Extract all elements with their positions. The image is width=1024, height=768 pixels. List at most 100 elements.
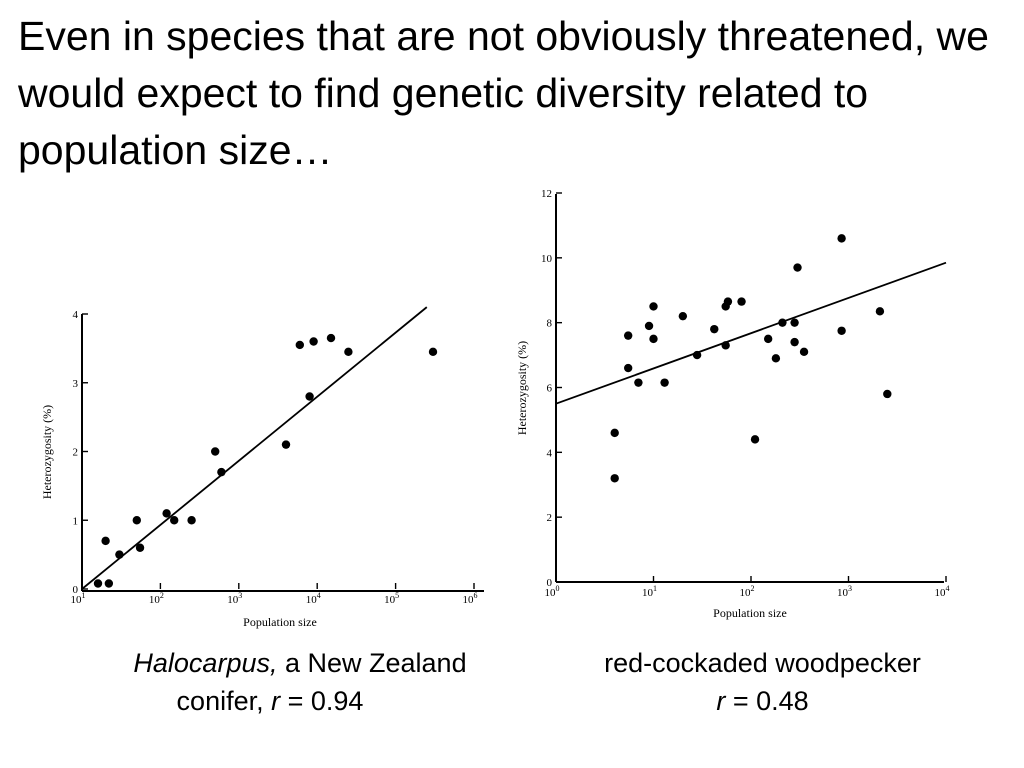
right-data-point: [623, 331, 633, 340]
right-data-point: [721, 341, 730, 350]
left-data-point: [101, 536, 110, 546]
right-y-tick-label: 6: [547, 383, 553, 395]
right-data-point: [790, 337, 799, 347]
r-value-right: = 0.48: [725, 686, 809, 716]
left-data-point: [305, 392, 314, 401]
right-data-point: [649, 302, 658, 311]
left-y-tick-label: 3: [73, 378, 79, 390]
r-symbol-right: r: [716, 686, 726, 716]
r-value-left: = 0.94: [280, 686, 364, 716]
left-x-tick-label: 104: [306, 591, 321, 606]
right-data-point: [763, 334, 773, 344]
right-data-point: [750, 435, 760, 444]
left-x-tick-base: 10: [463, 594, 475, 606]
right-caption-line1: red-cockaded woodpecker: [604, 648, 921, 678]
left-data-point: [132, 516, 141, 525]
right-data-point: [660, 378, 669, 387]
right-x-tick-label: 103: [837, 584, 852, 599]
left-x-tick-base: 10: [71, 594, 83, 606]
left-x-tick-base: 10: [306, 594, 318, 606]
left-data-point: [210, 447, 220, 456]
left-x-tick-exponent: 2: [160, 591, 164, 600]
left-data-point: [344, 347, 353, 357]
conifer-label: conifer,: [176, 686, 272, 716]
right-y-tick-label: 2: [547, 512, 553, 524]
right-data-point: [778, 318, 787, 327]
right-data-point: [710, 324, 719, 334]
right-axes: [555, 194, 944, 583]
left-x-tick-exponent: 5: [395, 591, 399, 600]
r-symbol-left: r: [271, 686, 281, 716]
right-data-point: [790, 318, 799, 327]
left-data-point: [295, 340, 305, 350]
right-y-tick-label: 0: [547, 577, 553, 589]
right-data-point: [875, 307, 885, 316]
right-x-tick-base: 10: [545, 587, 557, 599]
right-data-point: [837, 234, 846, 243]
left-caption-line2: conifer, r = 0.94: [60, 682, 540, 720]
left-x-tick-base: 10: [227, 594, 239, 606]
left-regression-line: [81, 306, 428, 590]
left-x-tick-exponent: 4: [317, 591, 321, 600]
right-x-tick-base: 10: [642, 587, 654, 599]
right-regression-line: [555, 261, 947, 405]
right-data-point: [837, 326, 846, 335]
left-data-point: [326, 333, 336, 343]
left-data-point: [104, 579, 114, 588]
left-x-tick-base: 10: [149, 594, 161, 606]
left-x-tick-exponent: 6: [474, 591, 478, 600]
right-y-tick-label: 12: [541, 188, 552, 200]
left-x-tick-exponent: 1: [82, 591, 86, 600]
right-x-tick-label: 101: [642, 584, 657, 599]
right-data-point: [623, 363, 633, 373]
left-data-point: [170, 516, 179, 525]
right-x-tick-base: 10: [740, 587, 752, 599]
left-x-tick-label: 105: [384, 591, 399, 606]
right-caption-line2: r = 0.48: [545, 682, 980, 720]
right-y-tick-label: 4: [547, 447, 553, 459]
right-data-point: [883, 389, 892, 399]
left-data-point: [428, 347, 438, 357]
species-description: a New Zealand: [277, 648, 467, 678]
right-x-tick-exponent: 4: [946, 584, 950, 593]
right-x-tick-exponent: 1: [653, 584, 657, 593]
slide-heading: Even in species that are not obviously t…: [18, 13, 989, 173]
left-data-point: [115, 550, 124, 559]
left-y-tick-label: 0: [73, 584, 79, 596]
left-axes: [81, 314, 484, 592]
right-data-point: [737, 297, 746, 306]
right-caption: red-cockaded woodpecker r = 0.48: [545, 644, 980, 720]
right-x-tick-base: 10: [837, 587, 849, 599]
left-data-point: [135, 543, 145, 552]
left-data-point: [162, 509, 171, 518]
left-caption-line1: Halocarpus, a New Zealand: [60, 644, 540, 682]
left-data-point: [93, 579, 103, 588]
left-caption: Halocarpus, a New Zealand conifer, r = 0…: [60, 644, 540, 720]
left-x-tick-label: 103: [227, 591, 242, 606]
right-y-axis-label: Heterozygosity (%): [515, 341, 529, 435]
left-x-tick-label: 101: [71, 591, 86, 606]
right-x-tick-label: 100: [545, 584, 560, 599]
right-data-point: [723, 297, 733, 306]
left-data-point: [309, 337, 318, 346]
right-data-point: [610, 428, 619, 438]
right-x-axis-label: Population size: [713, 606, 787, 620]
right-x-tick-label: 104: [935, 584, 950, 599]
right-data-point: [721, 302, 730, 311]
right-data-point: [644, 321, 654, 331]
right-data-point: [771, 354, 781, 363]
left-x-tick-label: 106: [463, 591, 478, 606]
right-y-tick-label: 8: [547, 318, 553, 330]
right-x-tick-exponent: 3: [848, 584, 852, 593]
right-data-point: [692, 350, 702, 360]
left-y-tick-label: 4: [73, 309, 79, 321]
right-x-tick-base: 10: [935, 587, 947, 599]
right-data-point: [610, 474, 619, 483]
right-data-point: [799, 347, 809, 357]
left-x-tick-exponent: 3: [238, 591, 242, 600]
right-data-point: [649, 334, 658, 344]
left-data-point: [281, 440, 291, 449]
right-y-tick-label: 10: [541, 253, 553, 265]
species-name: Halocarpus,: [133, 648, 278, 678]
